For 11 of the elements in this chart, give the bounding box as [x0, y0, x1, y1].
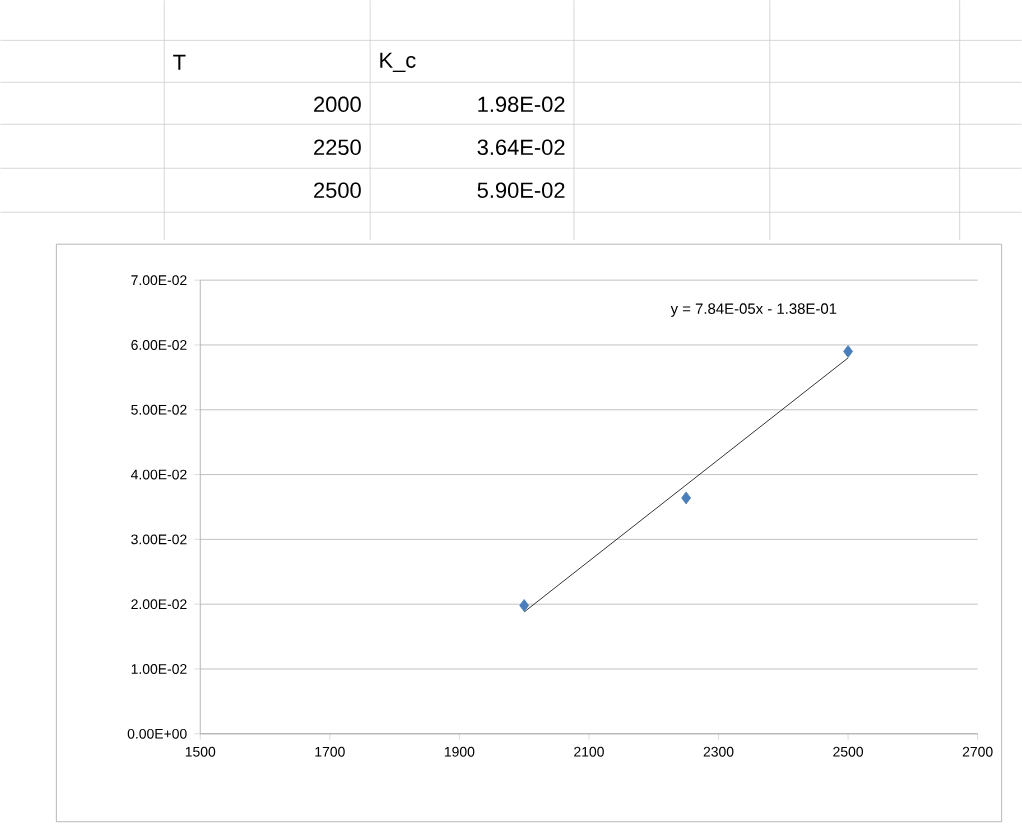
- point: [519, 599, 530, 612]
- text: 2250: [314, 139, 361, 156]
- point: [843, 345, 853, 358]
- text: 5.90E-02: [477, 182, 565, 199]
- text: 1.98E-02: [478, 96, 565, 113]
- text: K_c: [380, 52, 416, 73]
- point: [681, 491, 692, 505]
- text: 3.64E-02: [477, 139, 565, 156]
- text: 2500: [314, 182, 361, 199]
- text: T: [173, 54, 186, 70]
- text: 2000: [314, 96, 361, 113]
